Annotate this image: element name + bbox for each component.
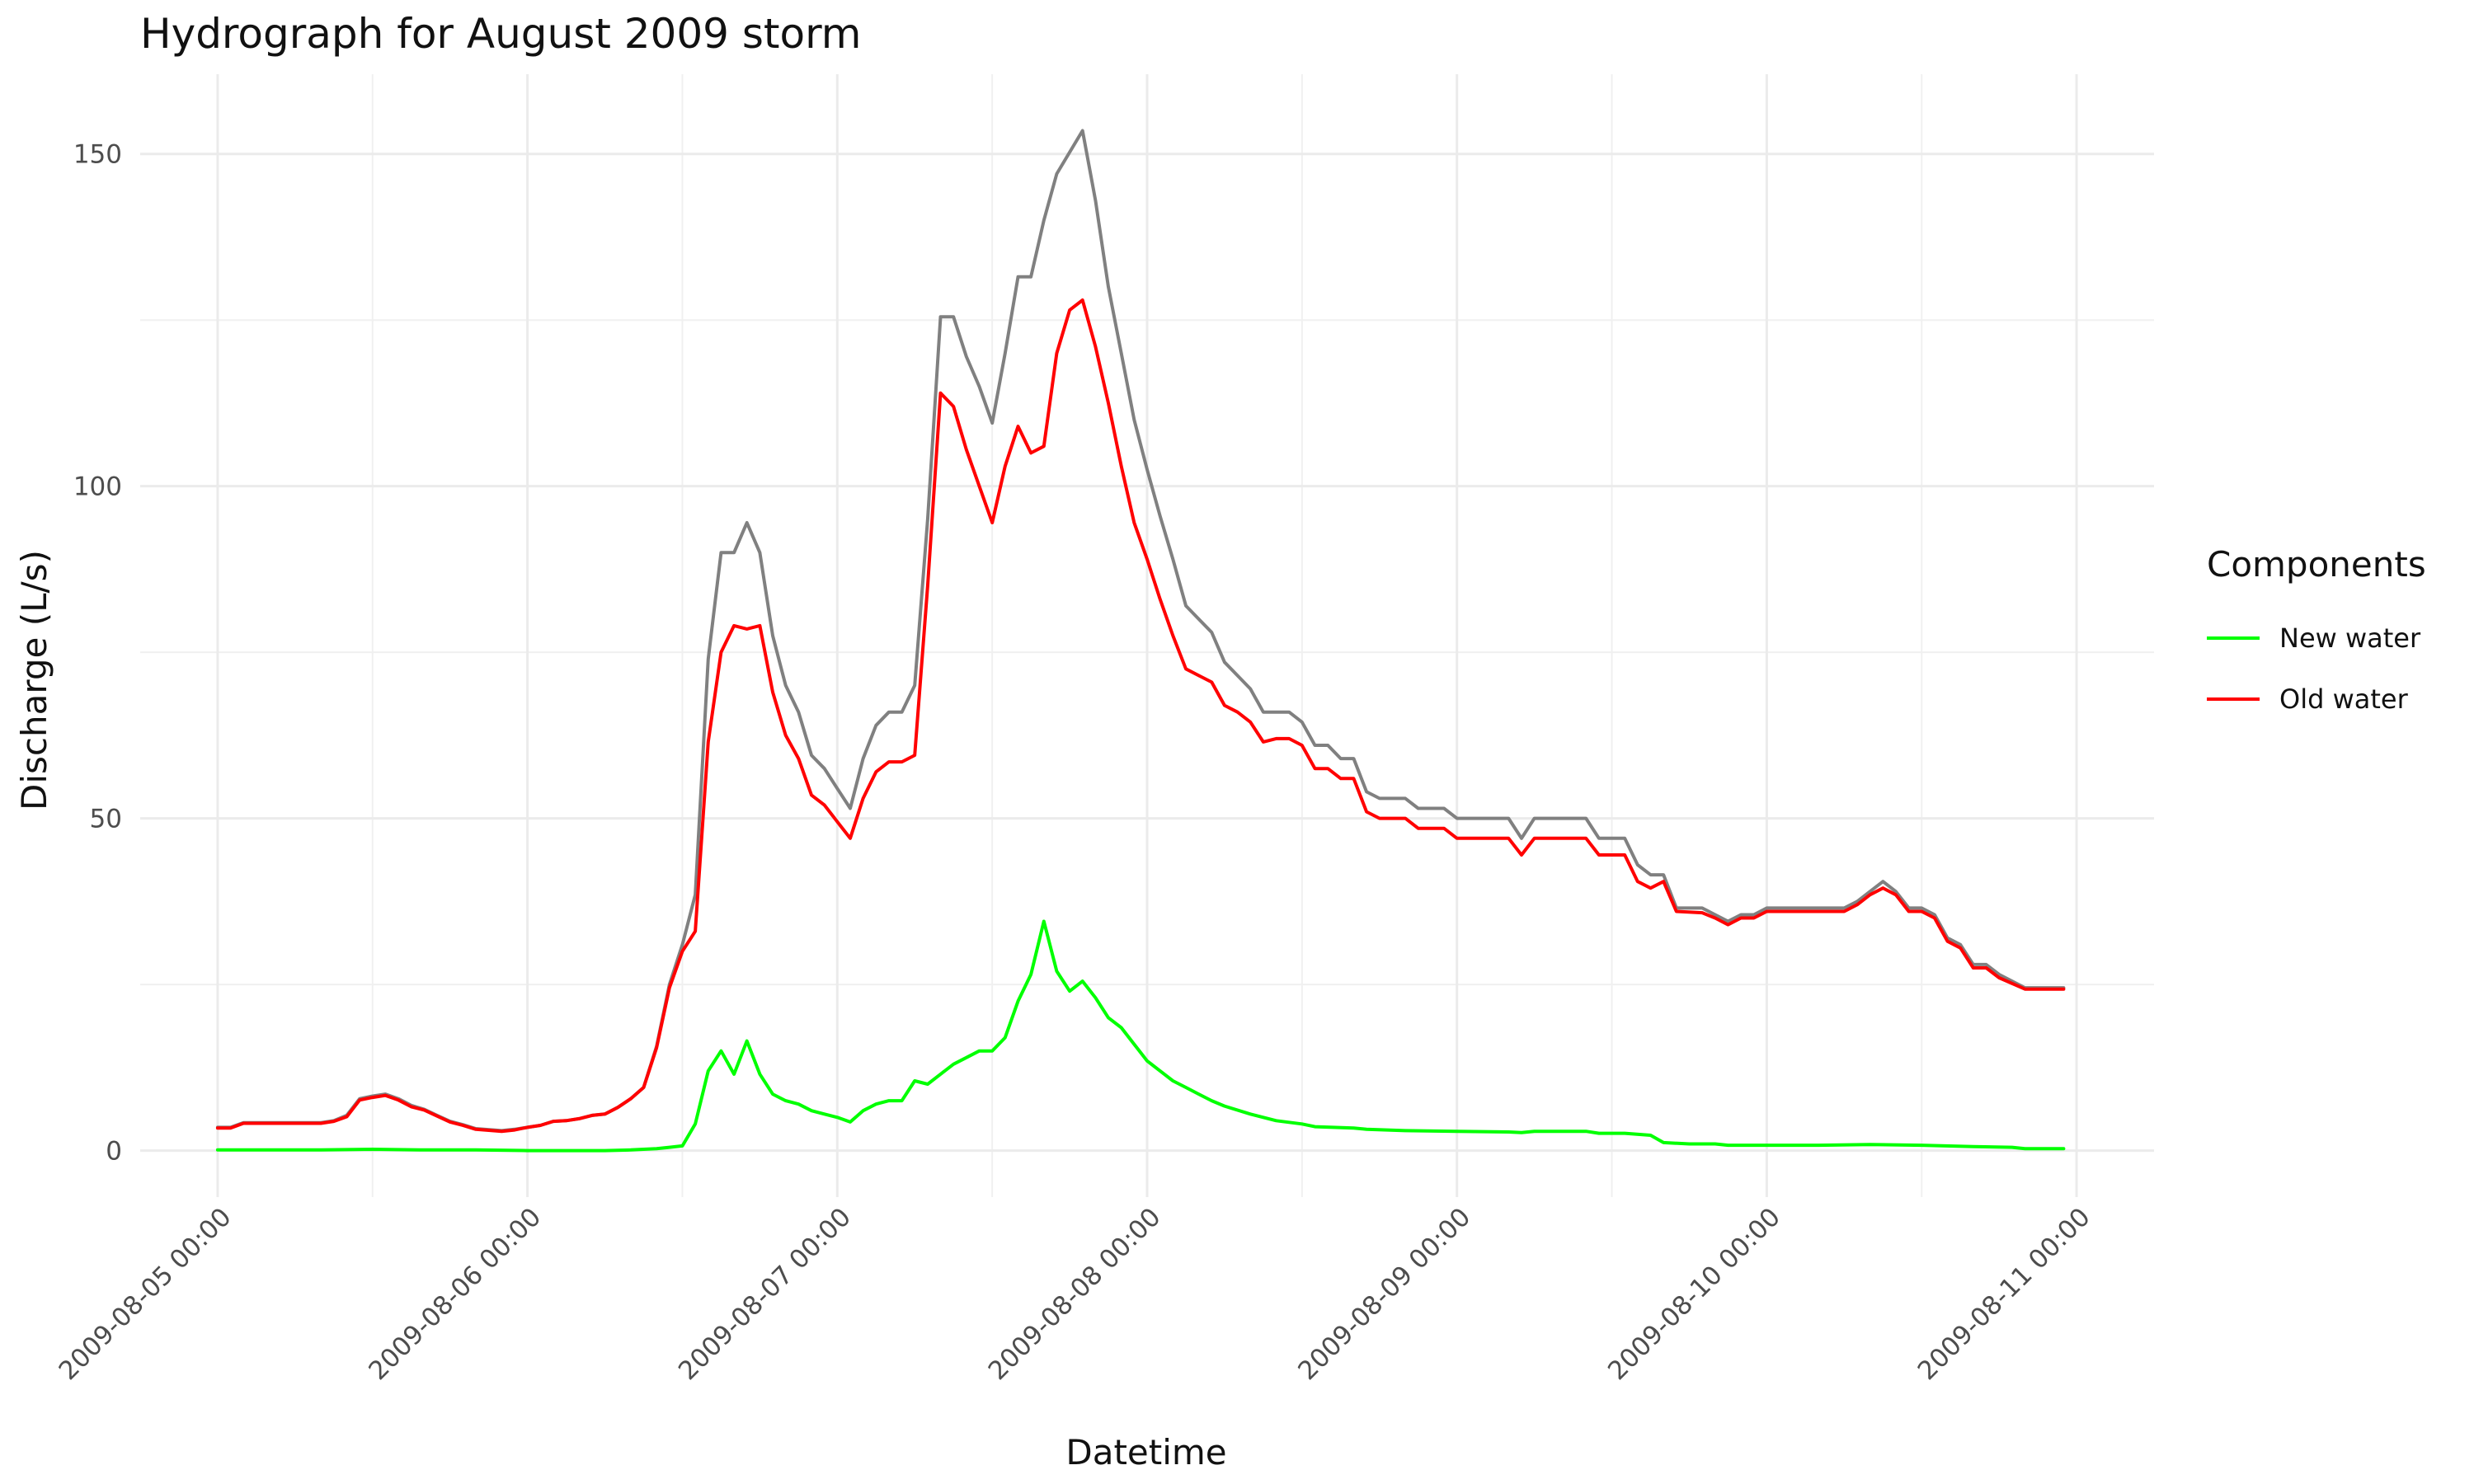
legend-key-new-water	[2207, 636, 2260, 640]
y-axis-ticks: 0 50 100 150	[73, 140, 122, 1167]
y-axis-label: Discharge (L/s)	[14, 550, 54, 810]
old-water-line	[215, 298, 2066, 1134]
x-tick-label: 2009-08-08 00:00	[983, 1202, 1167, 1386]
x-tick-label: 2009-08-07 00:00	[673, 1202, 857, 1386]
x-axis-label: Datetime	[1065, 1432, 1226, 1472]
y-tick-label: 50	[90, 805, 122, 834]
y-tick-label: 150	[73, 140, 122, 170]
legend-item-old-water: Old water	[2207, 669, 2426, 730]
legend-item-new-water: New water	[2207, 608, 2426, 669]
x-tick-label: 2009-08-10 00:00	[1602, 1202, 1786, 1386]
new-water-line	[215, 919, 2066, 1153]
y-tick-label: 0	[106, 1137, 122, 1167]
legend-key-old-water	[2207, 697, 2260, 701]
legend-label-old-water: Old water	[2279, 683, 2408, 715]
legend-title: Components	[2207, 544, 2426, 585]
x-tick-label: 2009-08-05 00:00	[54, 1202, 238, 1386]
x-tick-label: 2009-08-11 00:00	[1912, 1202, 2096, 1386]
x-tick-label: 2009-08-09 00:00	[1292, 1202, 1476, 1386]
x-tick-label: 2009-08-06 00:00	[363, 1202, 547, 1386]
grid-lines	[140, 74, 2154, 1197]
legend: Components New water Old water	[2207, 544, 2426, 730]
x-axis-ticks: 2009-08-05 00:00 2009-08-06 00:00 2009-08-…	[54, 1202, 2096, 1386]
chart-title: Hydrograph for August 2009 storm	[140, 10, 862, 58]
legend-label-new-water: New water	[2279, 622, 2421, 654]
total-discharge-line	[215, 129, 2066, 1133]
y-tick-label: 100	[73, 472, 122, 502]
series-lines	[215, 129, 2066, 1153]
